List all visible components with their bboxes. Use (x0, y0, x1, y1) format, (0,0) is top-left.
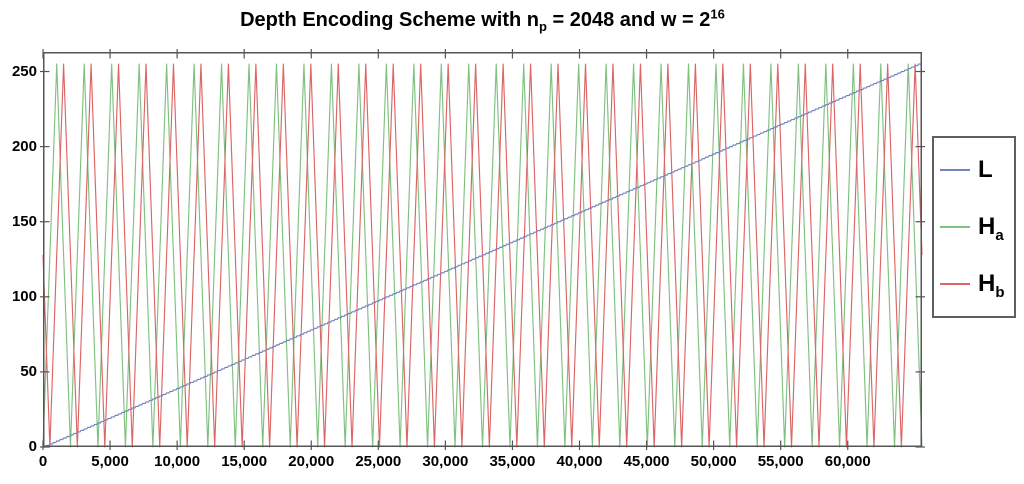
x-tick-label: 55,000 (757, 453, 804, 470)
legend-item-Hb: Hb (934, 269, 1014, 301)
title-text: Depth Encoding Scheme with n (240, 9, 540, 31)
legend-line-sample-L (940, 169, 970, 172)
y-tick-label: 250 (11, 62, 37, 80)
axes-box (43, 52, 922, 447)
y-tick-label: 200 (11, 137, 37, 155)
x-tick-label: 15,000 (221, 453, 268, 470)
legend-label-Hb: Hb (978, 269, 1005, 301)
y-tick-label: 0 (28, 438, 37, 455)
x-tick-label: 25,000 (355, 453, 402, 470)
y-tick-label: 50 (20, 362, 37, 380)
x-tick-label: 20,000 (288, 453, 335, 470)
title-superscript: 16 (710, 6, 725, 22)
x-tick-label: 60,000 (824, 453, 871, 470)
y-tick-label: 100 (11, 287, 37, 305)
x-tick-label: 0 (38, 453, 48, 470)
x-tick-label: 30,000 (422, 453, 469, 470)
y-tick-label: 150 (11, 212, 37, 230)
legend-label-L: L (978, 156, 993, 184)
x-tick-label: 5,000 (91, 453, 129, 470)
legend-item-Ha: Ha (934, 212, 1014, 244)
series-L (43, 63, 922, 448)
legend-line-sample-Hb (940, 282, 970, 285)
legend-line-sample-Ha (940, 225, 970, 228)
x-tick-label: 35,000 (489, 453, 536, 470)
x-tick-label: 50,000 (690, 453, 737, 470)
legend-label-Ha: Ha (978, 212, 1004, 244)
chart-title: Depth Encoding Scheme with np = 2048 and… (43, 6, 922, 34)
legend: L Ha Hb (932, 136, 1016, 318)
x-tick-label: 10,000 (154, 453, 201, 470)
x-tick-label: 40,000 (556, 453, 603, 470)
plot-area (40, 49, 925, 450)
title-text-2: = 2048 and w = 2 (546, 9, 711, 31)
title-subscript: p (539, 19, 547, 34)
legend-item-L: L (934, 158, 1014, 182)
x-tick-label: 45,000 (623, 453, 670, 470)
plot-canvas (40, 49, 925, 450)
